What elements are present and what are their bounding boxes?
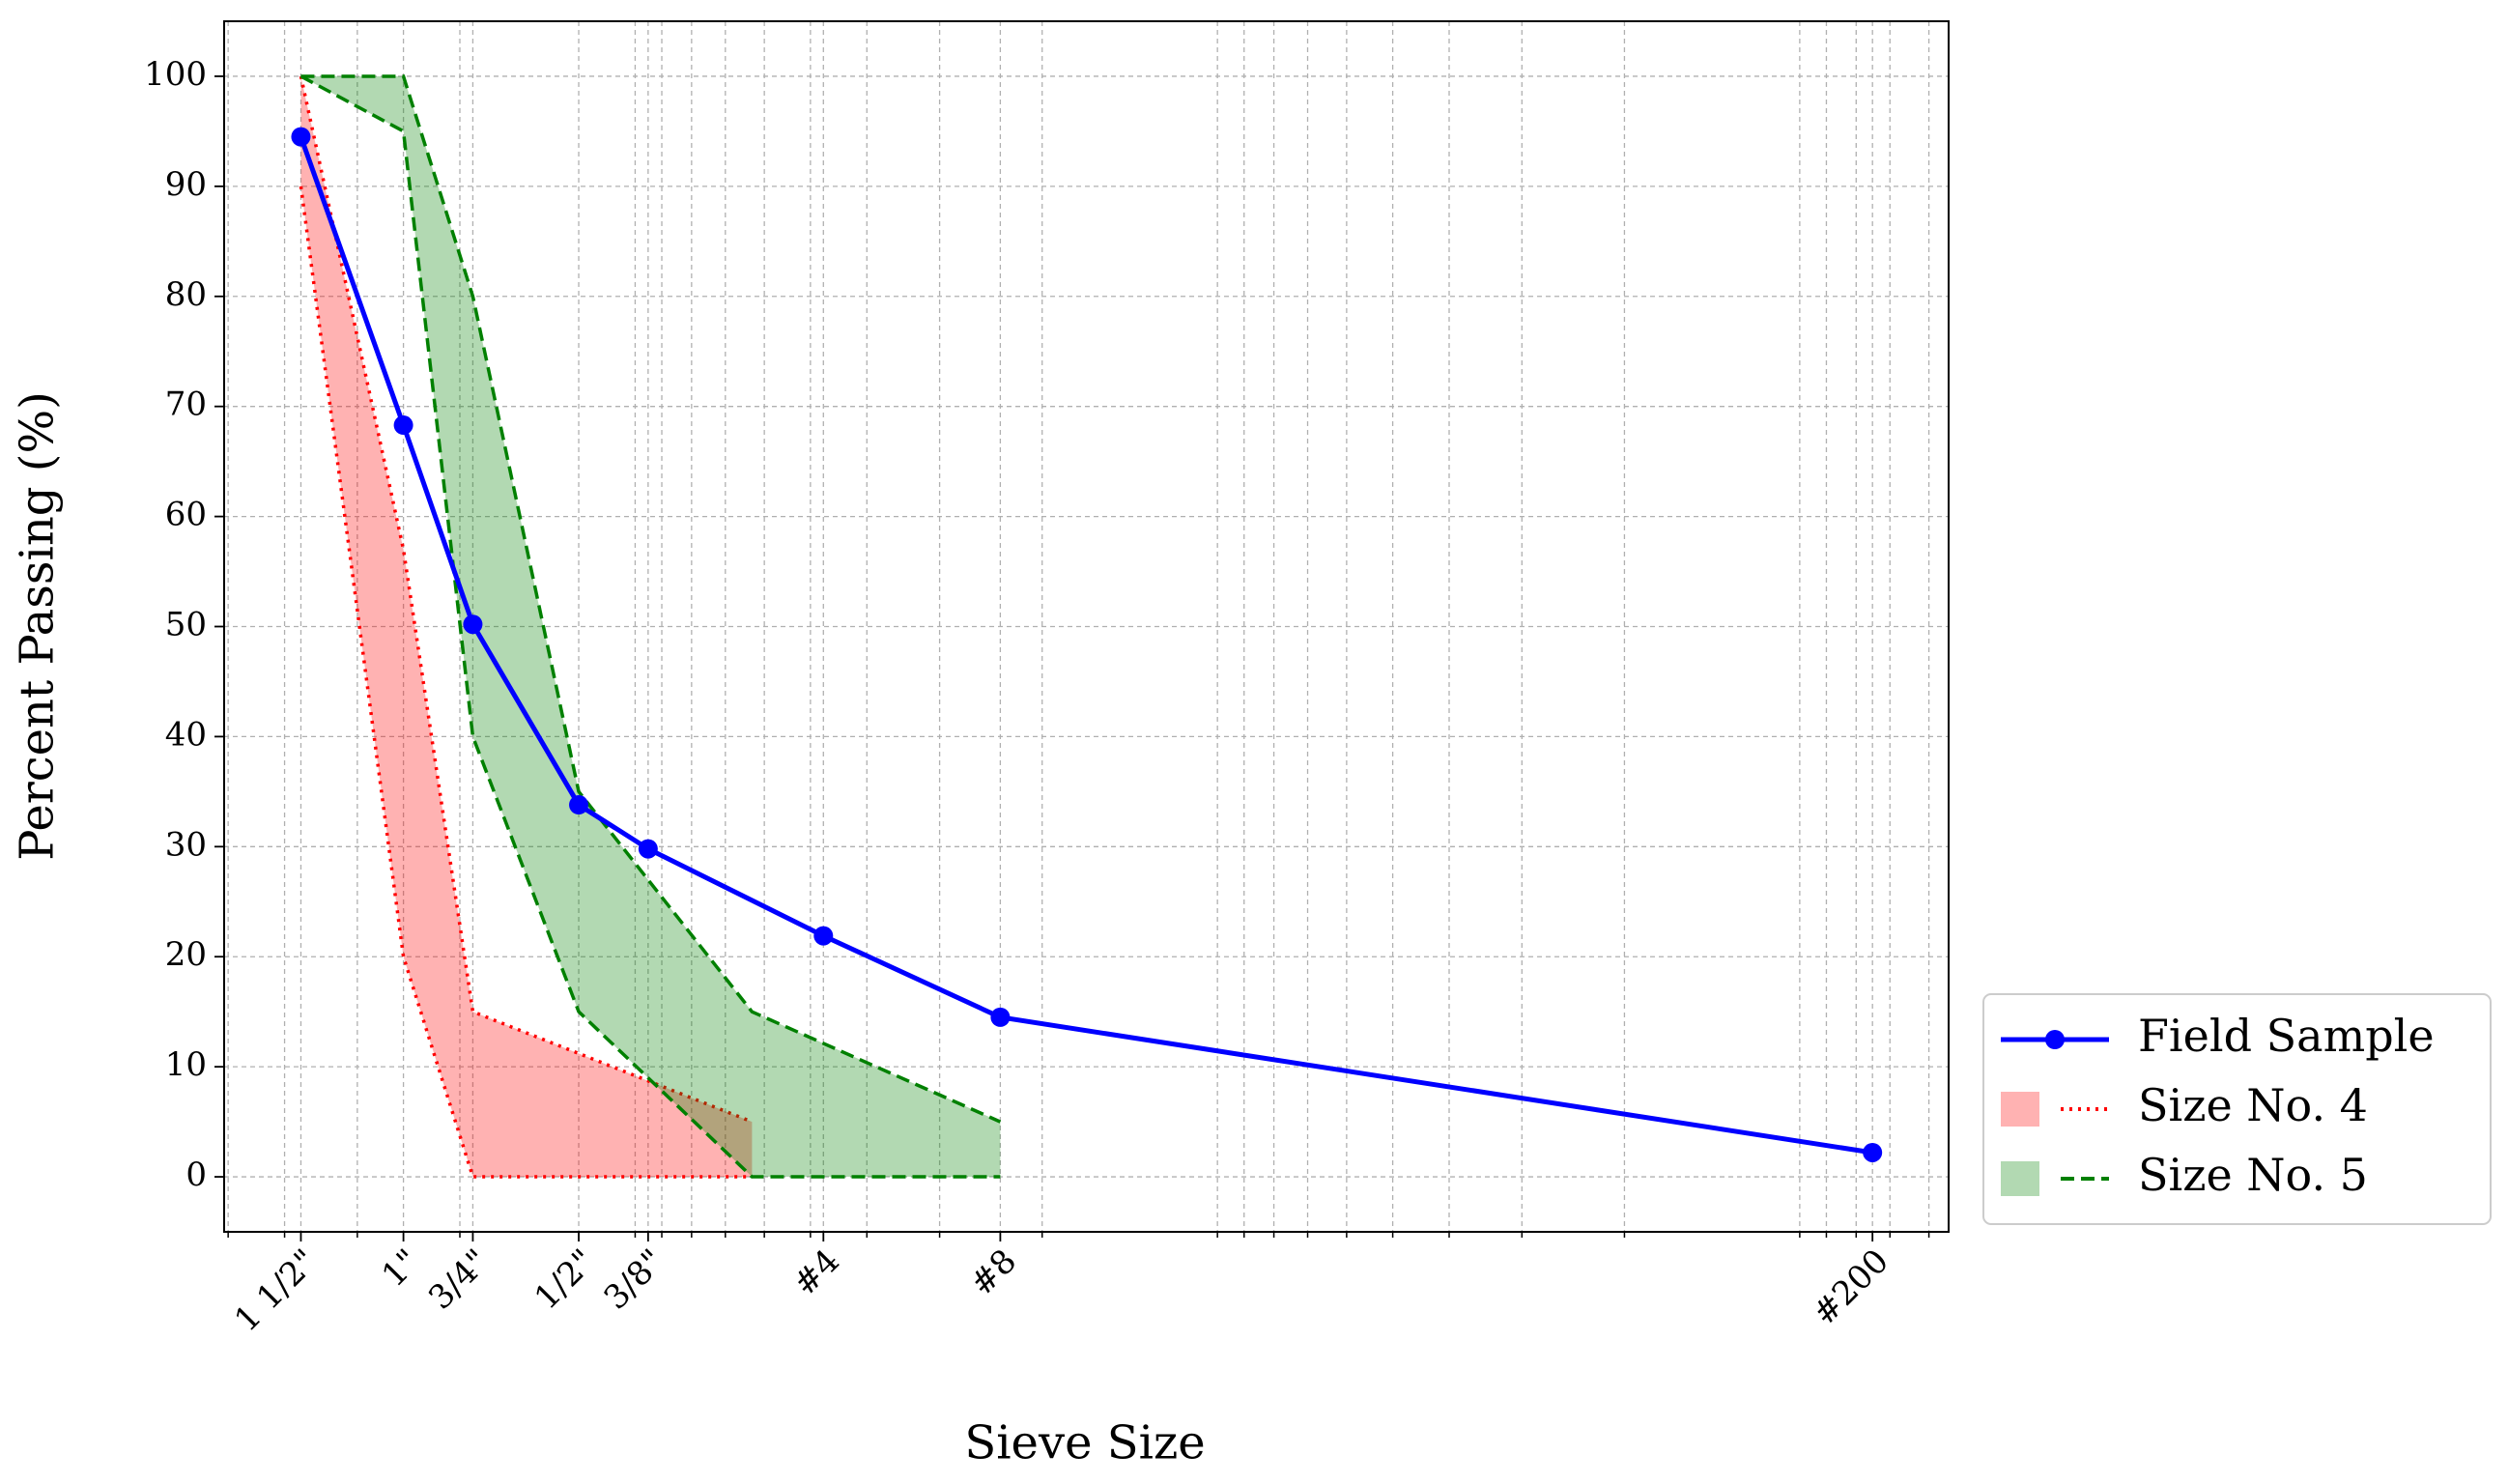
x-tick-label: 3/8" <box>597 1241 672 1317</box>
legend-patch <box>2001 1161 2039 1196</box>
y-tick-label: 50 <box>165 606 207 644</box>
y-tick-label: 30 <box>165 825 207 864</box>
y-tick-label: 20 <box>165 935 207 974</box>
y-tick-label: 60 <box>165 496 207 534</box>
point <box>813 926 834 946</box>
legend-label: Size No. 4 <box>2138 1079 2368 1131</box>
x-tick-label: 3/4" <box>421 1241 497 1317</box>
y-tick-label: 40 <box>165 715 207 754</box>
point <box>291 127 311 147</box>
x-tick-label: #8 <box>962 1241 1024 1303</box>
plot-frame <box>223 20 1950 1233</box>
band-lower-line <box>299 74 1001 1179</box>
y-axis-label: Percent Passing (%) <box>11 391 65 861</box>
point <box>393 415 413 436</box>
x-tick-label: 1 1/2" <box>227 1241 325 1339</box>
x-axis-label: Sieve Size <box>964 1416 1205 1470</box>
point <box>990 1007 1011 1027</box>
y-tick-label: 100 <box>144 55 207 94</box>
legend-label: Size No. 5 <box>2138 1149 2368 1201</box>
legend-label: Field Sample <box>2138 1010 2435 1062</box>
legend-patch <box>2001 1092 2039 1127</box>
band-area <box>300 75 1001 1178</box>
point <box>569 795 589 815</box>
band-upper-line <box>300 74 1002 1124</box>
point <box>463 614 483 635</box>
point <box>1863 1142 1883 1162</box>
series-line <box>299 135 1873 1156</box>
legend-box <box>1982 993 2492 1225</box>
y-tick-label: 10 <box>165 1045 207 1084</box>
y-tick-label: 80 <box>165 275 207 314</box>
y-tick-label: 70 <box>165 385 207 424</box>
y-tick-label: 0 <box>185 1156 207 1194</box>
x-tick-label: #200 <box>1806 1241 1896 1332</box>
x-tick-label: 1" <box>375 1241 428 1295</box>
point <box>638 839 658 859</box>
x-tick-label: 1/2" <box>527 1241 603 1317</box>
y-tick-label: 90 <box>165 165 207 204</box>
x-tick-label: #4 <box>785 1241 847 1303</box>
legend-marker <box>2045 1030 2065 1049</box>
band-area <box>300 75 753 1178</box>
